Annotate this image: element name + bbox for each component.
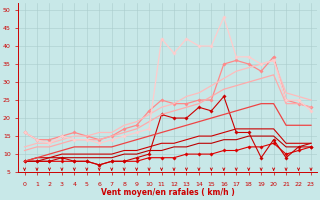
- X-axis label: Vent moyen/en rafales ( km/h ): Vent moyen/en rafales ( km/h ): [101, 188, 235, 197]
